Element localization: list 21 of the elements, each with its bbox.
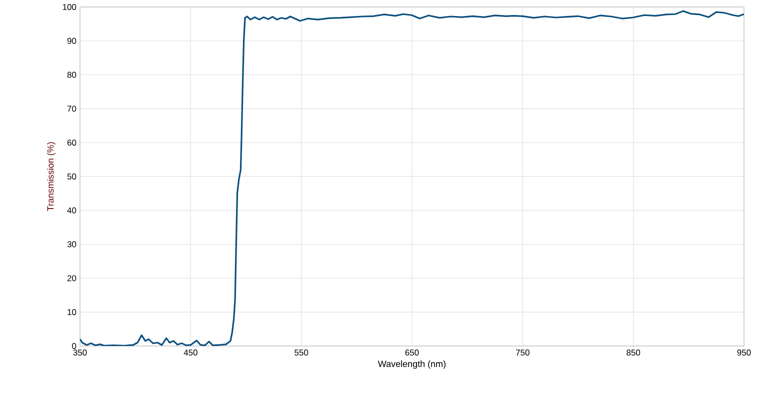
y-tick-label: 20 — [67, 275, 76, 282]
y-tick-label: 40 — [67, 207, 76, 214]
y-axis-title: Transmission (%) — [47, 142, 56, 212]
x-axis-title: Wavelength (nm) — [378, 360, 446, 369]
y-tick-label: 60 — [67, 140, 76, 146]
y-tick-label: 90 — [67, 38, 76, 44]
x-tick-label: 450 — [184, 350, 198, 356]
x-tick-label: 350 — [73, 350, 87, 356]
y-tick-label: 100 — [62, 4, 76, 10]
x-tick-label: 850 — [626, 350, 640, 356]
y-tick-label: 80 — [67, 72, 76, 78]
y-tick-label: 0 — [72, 343, 76, 350]
y-tick-label: 30 — [67, 241, 76, 248]
x-tick-label: 950 — [737, 350, 751, 356]
x-tick-label: 550 — [294, 350, 308, 356]
x-tick-label: 650 — [405, 350, 419, 356]
x-tick-label: 750 — [516, 350, 530, 356]
line-series — [80, 10, 744, 346]
y-tick-label: 50 — [67, 173, 76, 180]
y-tick-label: 70 — [67, 106, 76, 112]
y-tick-label: 10 — [68, 309, 76, 316]
